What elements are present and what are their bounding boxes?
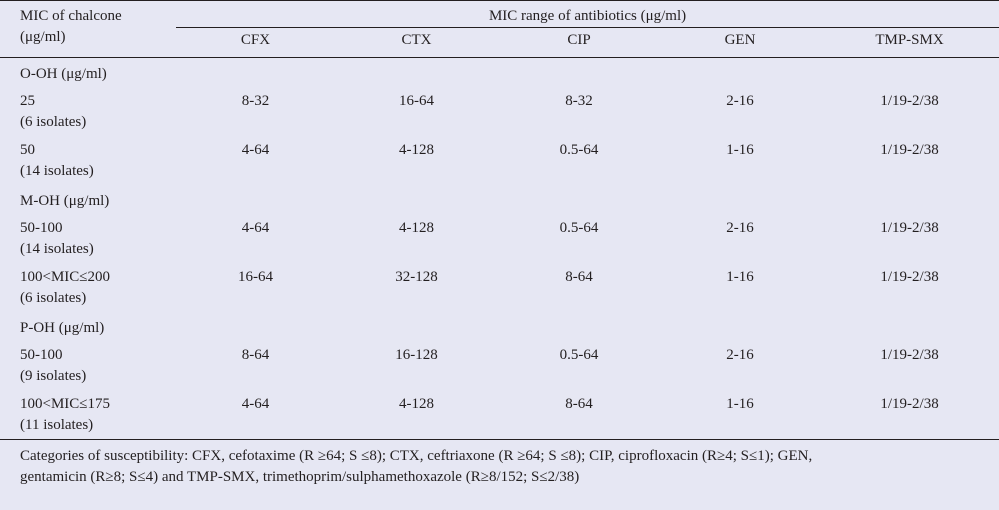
mic-value: 50-100 <box>20 220 63 236</box>
footnote-row: Categories of susceptibility: CFX, cefot… <box>0 440 999 489</box>
section-title: P-OH (μg/ml) <box>20 320 105 336</box>
ctx-cell: 4-128 <box>399 396 434 412</box>
first-column-header-line1: MIC of chalcone <box>20 8 122 24</box>
mic-value: 50 <box>20 142 35 158</box>
mic-value: 25 <box>20 93 35 109</box>
column-header-ctx: CTX <box>401 32 432 48</box>
section-title: O-OH (μg/ml) <box>20 66 107 82</box>
mic-value: 100<MIC≤200 <box>20 269 111 285</box>
column-header-tmp-smx: TMP-SMX <box>875 32 944 48</box>
section-title: M-OH (μg/ml) <box>20 193 110 209</box>
isolates-count: (14 isolates) <box>20 163 94 179</box>
mic-value: 100<MIC≤175 <box>20 396 111 412</box>
column-header-row: CFX CTX CIP GEN TMP-SMX <box>0 28 999 58</box>
table-row: 25 (6 isolates) 8-32 16-64 8-32 2-16 1/1… <box>0 87 999 136</box>
cfx-cell: 16-64 <box>238 269 273 285</box>
gen-cell: 2-16 <box>726 347 754 363</box>
cfx-cell: 8-32 <box>241 93 270 109</box>
ctx-cell: 32-128 <box>395 269 438 285</box>
isolates-count: (6 isolates) <box>20 290 87 306</box>
group-header: MIC range of antibiotics (μg/ml) <box>176 0 999 28</box>
mic-value: 50-100 <box>20 347 63 363</box>
cfx-cell: 4-64 <box>241 220 270 236</box>
section-row: M-OH (μg/ml) <box>0 185 999 214</box>
tmp-smx-cell: 1/19-2/38 <box>880 269 939 285</box>
footnote-line2: gentamicin (R≥8; S≤4) and TMP-SMX, trime… <box>20 469 580 485</box>
cfx-cell: 4-64 <box>241 396 270 412</box>
cip-cell: 0.5-64 <box>559 220 599 236</box>
tmp-smx-cell: 1/19-2/38 <box>880 220 939 236</box>
gen-cell: 1-16 <box>726 142 754 158</box>
first-column-header-line2: (μg/ml) <box>20 29 66 45</box>
section-row: P-OH (μg/ml) <box>0 312 999 341</box>
cip-cell: 8-64 <box>565 269 593 285</box>
table-row: 100<MIC≤200 (6 isolates) 16-64 32-128 8-… <box>0 263 999 312</box>
table-row: 50 (14 isolates) 4-64 4-128 0.5-64 1-16 … <box>0 136 999 185</box>
footnote: Categories of susceptibility: CFX, cefot… <box>0 440 999 489</box>
mic-cell: 50-100 (9 isolates) <box>0 341 176 390</box>
cfx-cell: 8-64 <box>241 347 270 363</box>
cip-cell: 0.5-64 <box>559 347 599 363</box>
ctx-cell: 16-64 <box>399 93 434 109</box>
cip-cell: 8-32 <box>565 93 593 109</box>
gen-cell: 2-16 <box>726 93 754 109</box>
cip-cell: 0.5-64 <box>559 142 599 158</box>
table-row: 100<MIC≤175 (11 isolates) 4-64 4-128 8-6… <box>0 390 999 440</box>
footnote-line1: Categories of susceptibility: CFX, cefot… <box>20 448 813 464</box>
tmp-smx-cell: 1/19-2/38 <box>880 93 939 109</box>
column-header-gen: GEN <box>724 32 756 48</box>
isolates-count: (14 isolates) <box>20 241 94 257</box>
ctx-cell: 4-128 <box>399 142 434 158</box>
table-row: 50-100 (14 isolates) 4-64 4-128 0.5-64 2… <box>0 214 999 263</box>
mic-table: MIC of chalcone (μg/ml) MIC range of ant… <box>0 0 999 489</box>
ctx-cell: 16-128 <box>395 347 438 363</box>
column-header-cip: CIP <box>567 32 591 48</box>
tmp-smx-cell: 1/19-2/38 <box>880 347 939 363</box>
isolates-count: (11 isolates) <box>20 417 94 433</box>
mic-cell: 50 (14 isolates) <box>0 136 176 185</box>
tmp-smx-cell: 1/19-2/38 <box>880 396 939 412</box>
gen-cell: 1-16 <box>726 396 754 412</box>
gen-cell: 2-16 <box>726 220 754 236</box>
cip-cell: 8-64 <box>565 396 593 412</box>
mic-cell: 100<MIC≤175 (11 isolates) <box>0 390 176 440</box>
gen-cell: 1-16 <box>726 269 754 285</box>
section-row: O-OH (μg/ml) <box>0 58 999 88</box>
ctx-cell: 4-128 <box>399 220 434 236</box>
cfx-cell: 4-64 <box>241 142 270 158</box>
mic-cell: 25 (6 isolates) <box>0 87 176 136</box>
column-header-cfx: CFX <box>240 32 271 48</box>
first-column-header: MIC of chalcone (μg/ml) <box>0 1 176 58</box>
mic-cell: 100<MIC≤200 (6 isolates) <box>0 263 176 312</box>
table-row: 50-100 (9 isolates) 8-64 16-128 0.5-64 2… <box>0 341 999 390</box>
isolates-count: (9 isolates) <box>20 368 87 384</box>
header-row: MIC of chalcone (μg/ml) MIC range of ant… <box>0 0 999 45</box>
mic-cell: 50-100 (14 isolates) <box>0 214 176 263</box>
tmp-smx-cell: 1/19-2/38 <box>880 142 939 158</box>
isolates-count: (6 isolates) <box>20 114 87 130</box>
